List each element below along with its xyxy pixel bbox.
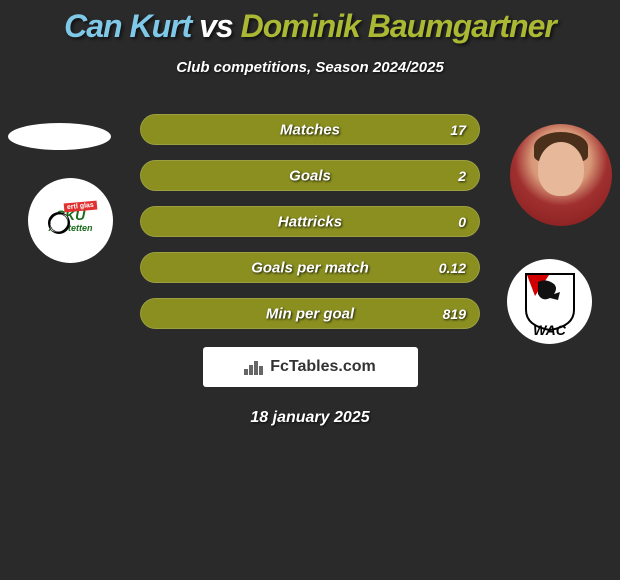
subtitle: Club competitions, Season 2024/2025 xyxy=(0,59,620,76)
stat-value-right: 17 xyxy=(450,122,466,138)
snapshot-date: 18 january 2025 xyxy=(0,409,620,427)
stat-label: Min per goal xyxy=(266,305,354,322)
player1-name: Can Kurt xyxy=(64,8,191,44)
stat-row: Hattricks 0 xyxy=(0,206,620,237)
stat-row: Matches 17 xyxy=(0,114,620,145)
stat-bar: Min per goal 819 xyxy=(140,298,480,329)
stat-row: Min per goal 819 xyxy=(0,298,620,329)
player2-name: Dominik Baumgartner xyxy=(241,8,556,44)
stat-value-right: 0 xyxy=(458,214,466,230)
stat-label: Goals per match xyxy=(251,259,369,276)
comparison-title: Can Kurt vs Dominik Baumgartner xyxy=(0,0,620,45)
stats-container: Matches 17 Goals 2 Hattricks 0 Goals per match… xyxy=(0,114,620,329)
stat-label: Hattricks xyxy=(278,213,342,230)
site-logo: FcTables.com xyxy=(203,347,418,387)
bar-chart-icon xyxy=(244,359,264,375)
stat-row: Goals per match 0.12 xyxy=(0,252,620,283)
stat-label: Matches xyxy=(280,121,340,138)
stat-row: Goals 2 xyxy=(0,160,620,191)
stat-value-right: 819 xyxy=(443,306,466,322)
stat-label: Goals xyxy=(289,167,331,184)
stat-value-right: 0.12 xyxy=(439,260,466,276)
site-logo-text: FcTables.com xyxy=(270,358,376,376)
stat-bar: Goals per match 0.12 xyxy=(140,252,480,283)
vs-separator: vs xyxy=(199,8,233,44)
stat-value-right: 2 xyxy=(458,168,466,184)
stat-bar: Hattricks 0 xyxy=(140,206,480,237)
stat-bar: Matches 17 xyxy=(140,114,480,145)
stat-bar: Goals 2 xyxy=(140,160,480,191)
